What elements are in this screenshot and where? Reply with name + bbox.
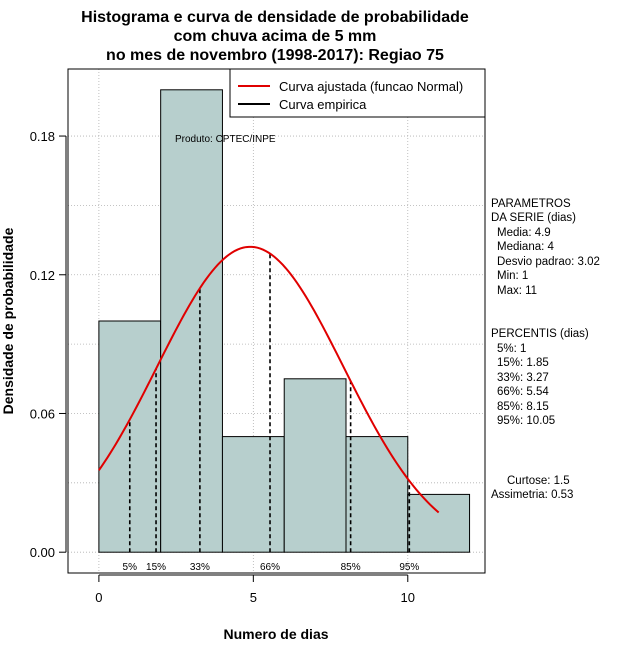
param-media: Media: 4.9	[497, 227, 551, 239]
param-heading-2: DA SERIE (dias)	[491, 212, 576, 224]
histogram-bar-2	[221, 436, 285, 553]
percentile-label-1: 15%	[146, 562, 166, 573]
x-tick-label-1: 5	[250, 590, 257, 605]
histogram-bar-4	[345, 436, 409, 553]
percentil-95: 95%: 10.05	[497, 415, 555, 427]
histogram-bar-5	[407, 493, 471, 553]
normal-curve-line	[98, 245, 440, 514]
y-tick-label-0: 0.00	[30, 545, 55, 560]
percentile-label-5: 95%	[399, 562, 419, 573]
y-tick-label-3: 0.18	[30, 129, 55, 144]
y-axis-title: Densidade de probabilidade	[0, 227, 16, 414]
param-desvio: Desvio padrao: 3.02	[497, 256, 600, 268]
chart-title-line-3: no mes de novembro (1998-2017): Regiao 7…	[106, 47, 444, 64]
param-mediana: Mediana: 4	[497, 241, 555, 253]
assimetria-value: Assimetria: 0.53	[491, 489, 573, 501]
percentil-15: 15%: 1.85	[497, 357, 549, 369]
side-panel-parameters: PARAMETROS DA SERIE (dias) Media: 4.9 Me…	[491, 198, 600, 297]
curtose-value: Curtose: 1.5	[507, 475, 570, 487]
x-axis-title: Numero de dias	[223, 626, 328, 642]
source-note: Produto: CPTEC/INPE	[175, 134, 276, 145]
percentile-label-2: 33%	[190, 562, 210, 573]
x-tick-label-0: 0	[95, 590, 102, 605]
percentile-lines: 5% 15% 33% 66% 85% 95%	[123, 253, 419, 573]
percentile-label-0: 5%	[123, 562, 138, 573]
percentis-heading: PERCENTIS (dias)	[491, 328, 589, 340]
legend-label-empirical: Curva empirica	[279, 97, 367, 112]
percentile-label-4: 85%	[341, 562, 361, 573]
histogram-bar-1	[160, 89, 223, 553]
percentil-85: 85%: 8.15	[497, 401, 549, 413]
side-panel-percentiles: PERCENTIS (dias) 5%: 1 15%: 1.85 33%: 3.…	[491, 328, 589, 427]
normal-curve	[98, 245, 440, 514]
legend: Curva ajustada (funcao Normal) Curva emp…	[229, 68, 486, 118]
histogram-bars	[98, 89, 471, 553]
param-heading-1: PARAMETROS	[491, 198, 571, 210]
percentile-label-3: 66%	[260, 562, 280, 573]
param-min: Min: 1	[497, 270, 528, 282]
y-tick-label-1: 0.06	[30, 406, 55, 421]
axes: 0 5 10 0.00 0.06 0.12 0.18	[30, 129, 415, 605]
histogram-bar-3	[283, 378, 347, 553]
chart-title-line-1: Histograma e curva de densidade de proba…	[81, 9, 469, 26]
legend-label-normal: Curva ajustada (funcao Normal)	[279, 79, 463, 94]
x-tick-label-2: 10	[401, 590, 415, 605]
percentil-33: 33%: 3.27	[497, 372, 549, 384]
param-max: Max: 11	[497, 285, 537, 297]
legend-box	[229, 68, 486, 118]
y-tick-label-2: 0.12	[30, 268, 55, 283]
chart-title-line-2: com chuva acima de 5 mm	[174, 28, 377, 45]
percentil-5: 5%: 1	[497, 343, 526, 355]
percentil-66: 66%: 5.54	[497, 386, 549, 398]
